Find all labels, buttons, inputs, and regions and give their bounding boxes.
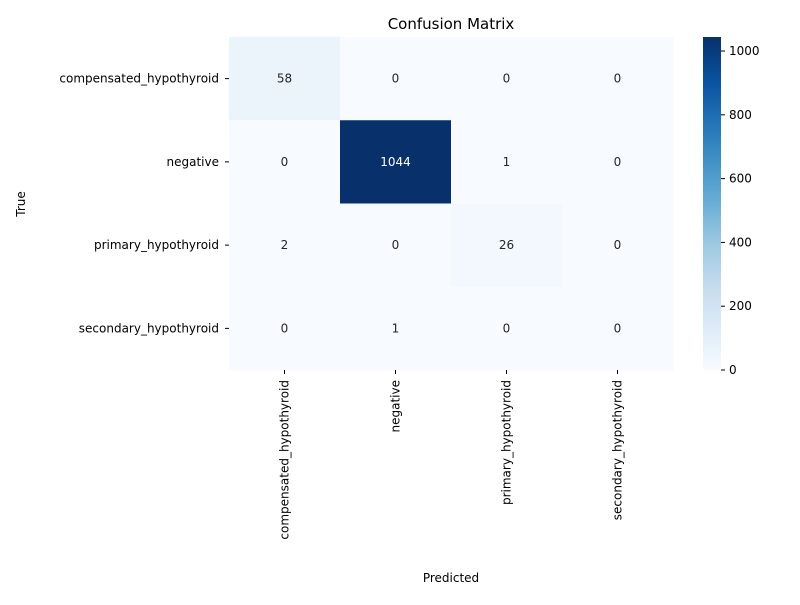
heatmap-cell (340, 37, 452, 121)
y-tick-label: primary_hypothyroid (94, 238, 219, 252)
heatmap-cell-label: 26 (499, 238, 514, 252)
heatmap-cell-label: 0 (614, 238, 622, 252)
colorbar (703, 37, 721, 370)
heatmap-cell-label: 0 (392, 238, 400, 252)
y-tick-label: secondary_hypothyroid (79, 321, 219, 335)
y-tick-label: negative (167, 155, 219, 169)
heatmap-cell (562, 286, 674, 371)
heatmap-cell-label: 0 (503, 321, 511, 335)
x-tick-label: secondary_hypothyroid (611, 380, 625, 520)
y-tick-label: compensated_hypothyroid (59, 72, 219, 86)
heatmap-cell (340, 286, 452, 371)
heatmap-cell (229, 286, 341, 371)
heatmap-cell (451, 286, 563, 371)
heatmap-cell-label: 0 (614, 72, 622, 86)
heatmap-cell (229, 120, 341, 204)
y-axis-ticks: compensated_hypothyroid negative primary_h… (59, 72, 229, 335)
heatmap-cell (229, 37, 341, 121)
heatmap-cell (562, 37, 674, 121)
heatmap-cell-label: 1 (392, 321, 400, 335)
x-axis-label: Predicted (423, 571, 479, 585)
heatmap-cell (340, 203, 452, 288)
heatmap-cell-label: 1 (503, 155, 511, 169)
heatmap-cell (340, 120, 452, 204)
x-tick-label: primary_hypothyroid (500, 380, 514, 505)
colorbar-tick-label: 1000 (729, 44, 760, 58)
heatmap-cell-label: 2 (281, 238, 289, 252)
heatmap-cell (562, 203, 674, 288)
heatmap-cell-label: 0 (614, 155, 622, 169)
chart-title: Confusion Matrix (388, 15, 515, 33)
x-tick-label: negative (389, 380, 403, 432)
heatmap-cell-label: 0 (614, 321, 622, 335)
heatmap-cell-label: 0 (392, 72, 400, 86)
colorbar-tick-label: 800 (729, 108, 752, 122)
heatmap-cell (451, 203, 563, 288)
colorbar-tick-label: 0 (729, 363, 737, 377)
heatmap-cell-label: 0 (503, 72, 511, 86)
colorbar-tick-label: 400 (729, 235, 752, 249)
heatmap-cell (451, 37, 563, 121)
heatmap-cell-label: 0 (281, 155, 289, 169)
x-tick-label: compensated_hypothyroid (278, 380, 292, 540)
heatmap-cell-label: 58 (277, 72, 292, 86)
heatmap-cell-labels: 58 0 0 0 0 1044 1 0 2 0 26 0 0 1 0 0 (277, 72, 621, 336)
x-axis-ticks: compensated_hypothyroid negative primary_h… (278, 370, 625, 540)
heatmap-cells (229, 37, 674, 371)
heatmap-cell (229, 203, 341, 288)
colorbar-tick-label: 200 (729, 299, 752, 313)
heatmap-cell-label: 0 (281, 321, 289, 335)
y-axis-label: True (14, 191, 28, 218)
heatmap-cell-label: 1044 (380, 155, 411, 169)
heatmap-cell (562, 120, 674, 204)
heatmap-cell (451, 120, 563, 204)
colorbar-ticks: 0 200 400 600 800 1000 (721, 44, 760, 377)
colorbar-tick-label: 600 (729, 172, 752, 186)
